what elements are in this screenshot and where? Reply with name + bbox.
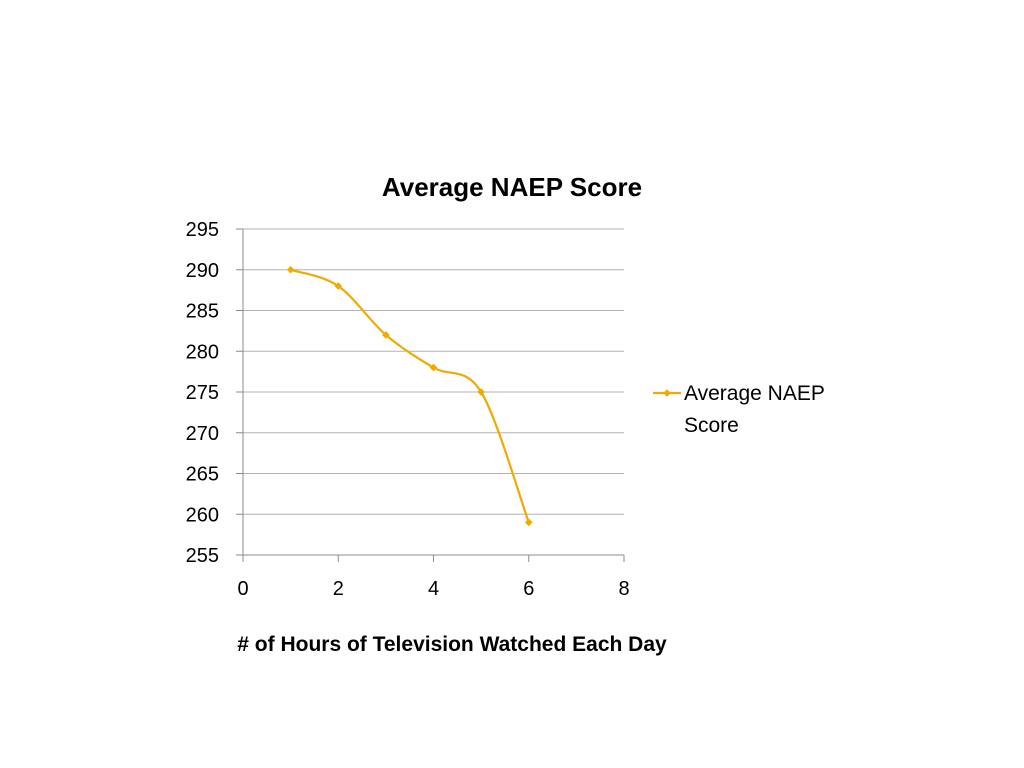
data-point-marker <box>286 265 295 274</box>
legend-marker <box>663 389 671 397</box>
y-tick-label: 275 <box>186 382 219 404</box>
y-tick-label: 295 <box>186 219 219 241</box>
data-point-marker <box>524 518 533 527</box>
x-axis-title: # of Hours of Television Watched Each Da… <box>237 633 667 656</box>
y-tick-label: 270 <box>186 423 219 445</box>
axes: 255 260 265 270 275 280 285 290 295 0 2 4 6 8 <box>186 219 630 600</box>
y-tick-label: 260 <box>186 504 219 526</box>
y-tick-label: 265 <box>186 464 219 486</box>
data-point-marker <box>382 331 390 339</box>
legend: Average NAEP Score <box>653 382 825 437</box>
x-tick-label: 4 <box>428 578 439 600</box>
series-line <box>290 268 530 523</box>
data-point-marker <box>477 388 485 396</box>
y-tick-label: 255 <box>186 545 219 567</box>
chart-title: Average NAEP Score <box>382 172 642 202</box>
x-tick-label: 6 <box>523 578 534 600</box>
legend-label: Score <box>684 414 739 437</box>
plot-area <box>286 265 533 527</box>
x-tick-label: 2 <box>333 578 344 600</box>
y-tick-label: 290 <box>186 260 219 282</box>
data-point-marker <box>334 282 343 290</box>
x-tick-label: 0 <box>237 578 248 600</box>
grid <box>243 228 624 515</box>
legend-label: Average NAEP <box>684 382 825 405</box>
x-tick-label: 8 <box>618 578 629 600</box>
y-tick-label: 285 <box>186 301 219 323</box>
data-point-marker <box>429 363 438 372</box>
y-tick-label: 280 <box>186 341 219 363</box>
